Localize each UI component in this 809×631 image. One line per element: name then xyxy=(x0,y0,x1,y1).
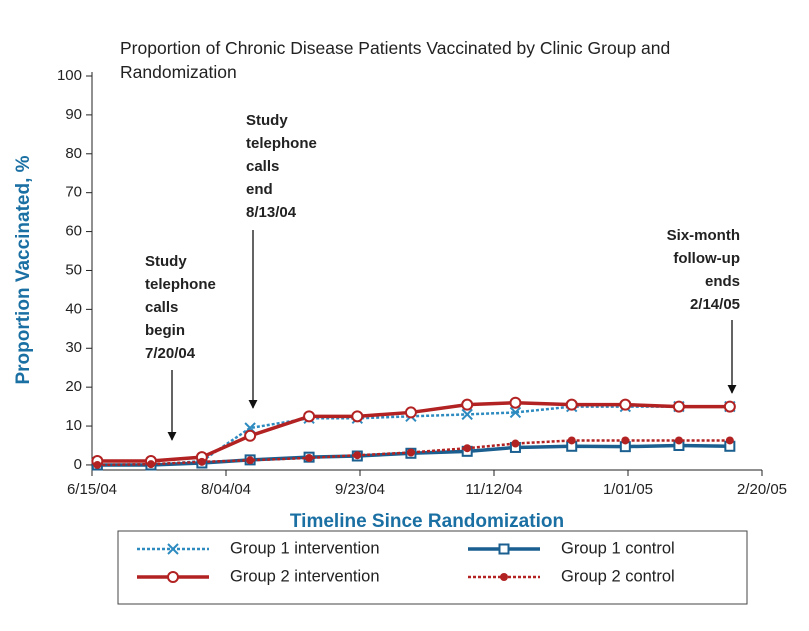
data-point xyxy=(404,406,417,419)
annotation-text: telephone xyxy=(145,276,216,293)
data-point xyxy=(461,398,474,411)
legend-marker xyxy=(167,543,179,555)
y-tick-label: 90 xyxy=(65,106,82,123)
data-point xyxy=(146,460,155,469)
annotation-text: calls xyxy=(246,158,279,175)
data-point xyxy=(353,451,362,460)
annotation-text: begin xyxy=(145,322,185,339)
legend-label: Group 2 intervention xyxy=(230,567,380,585)
annotation-text: 8/13/04 xyxy=(246,204,297,221)
data-point xyxy=(723,400,736,413)
annotation-text: Six-month xyxy=(667,227,740,244)
annotation-text: 7/20/04 xyxy=(145,345,196,362)
annotation-text: 2/14/05 xyxy=(690,296,740,313)
legend-box xyxy=(117,530,748,605)
y-tick-label: 20 xyxy=(65,378,82,395)
data-point xyxy=(674,436,683,445)
annotation-text: telephone xyxy=(246,135,317,152)
data-point xyxy=(511,439,520,448)
y-axis-label: Proportion Vaccinated, % xyxy=(13,155,34,384)
x-tick-label: 6/15/04 xyxy=(67,481,117,498)
chart-title: Proportion of Chronic Disease Patients V… xyxy=(120,38,671,82)
y-tick-label: 60 xyxy=(65,223,82,240)
data-point xyxy=(305,453,314,462)
x-tick-label: 2/20/05 xyxy=(737,481,787,498)
y-tick-label: 10 xyxy=(65,417,82,434)
x-axis-label: Timeline Since Randomization xyxy=(290,511,564,532)
y-tick-label: 0 xyxy=(74,456,82,473)
y-tick-label: 50 xyxy=(65,261,82,278)
data-point xyxy=(567,436,576,445)
y-tick-label: 70 xyxy=(65,184,82,201)
data-point xyxy=(565,398,578,411)
data-point xyxy=(93,460,102,469)
y-tick-label: 40 xyxy=(65,300,82,317)
y-tick-label: 100 xyxy=(57,67,82,84)
data-point xyxy=(197,457,206,466)
data-point xyxy=(351,410,364,423)
legend-marker xyxy=(498,543,510,555)
data-point xyxy=(509,396,522,409)
data-point xyxy=(463,444,472,453)
x-tick-label: 11/12/04 xyxy=(465,481,522,498)
data-point xyxy=(406,448,415,457)
annotation-text: end xyxy=(246,181,273,198)
data-point xyxy=(244,429,257,442)
data-point xyxy=(509,406,522,419)
legend-label: Group 2 control xyxy=(561,567,675,585)
y-tick-label: 30 xyxy=(65,339,82,356)
annotation-text: Study xyxy=(246,112,288,129)
annotation-text: follow-up xyxy=(673,250,740,267)
x-tick-label: 1/01/05 xyxy=(603,481,653,498)
legend-label: Group 1 control xyxy=(561,539,675,557)
data-point xyxy=(246,456,255,465)
x-tick-label: 9/23/04 xyxy=(335,481,385,498)
data-point xyxy=(461,408,473,421)
data-point xyxy=(725,436,734,445)
legend-label: Group 1 intervention xyxy=(230,539,380,557)
legend-marker xyxy=(500,573,508,581)
annotation-text: ends xyxy=(705,273,740,290)
data-point xyxy=(672,400,685,413)
data-point xyxy=(303,410,316,423)
annotation-text: Study xyxy=(145,253,187,270)
x-tick-label: 8/04/04 xyxy=(201,481,251,498)
data-point xyxy=(619,398,632,411)
data-point xyxy=(621,436,630,445)
legend-marker xyxy=(167,571,179,583)
annotation-text: calls xyxy=(145,299,178,316)
y-tick-label: 80 xyxy=(65,145,82,162)
